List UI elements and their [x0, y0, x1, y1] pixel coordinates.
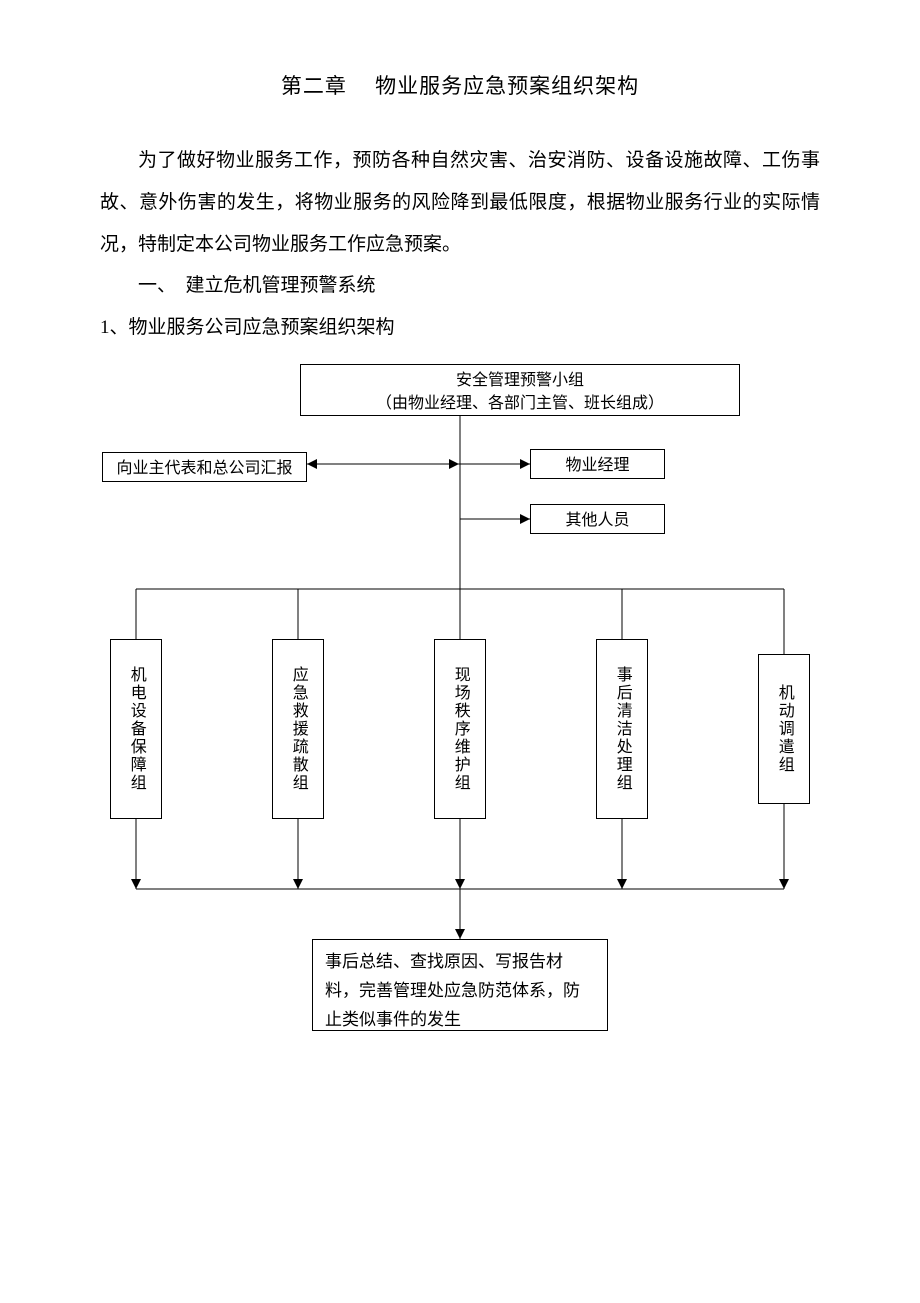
node-group-3: 事后清洁处理组 — [596, 639, 648, 819]
section-heading-1: 一、 建立危机管理预警系统 — [100, 265, 820, 307]
node-manager: 物业经理 — [530, 449, 665, 479]
node-group-0: 机电设备保障组 — [110, 639, 162, 819]
node-group-1: 应急救援疏散组 — [272, 639, 324, 819]
chapter-title: 第二章 物业服务应急预案组织架构 — [100, 70, 820, 100]
node-report: 向业主代表和总公司汇报 — [102, 452, 307, 482]
top-box-line1: 安全管理预警小组 — [456, 372, 584, 389]
node-summary: 事后总结、查找原因、写报告材料，完善管理处应急防范体系，防止类似事件的发生 — [312, 939, 608, 1031]
node-group-4: 机动调遣组 — [758, 654, 810, 804]
intro-paragraph: 为了做好物业服务工作，预防各种自然灾害、治安消防、设备设施故障、工伤事故、意外伤… — [100, 140, 820, 265]
node-group-2: 现场秩序维护组 — [434, 639, 486, 819]
node-top-group: 安全管理预警小组 （由物业经理、各部门主管、班长组成） — [300, 364, 740, 416]
section-heading-2: 1、物业服务公司应急预案组织架构 — [100, 307, 820, 349]
node-others: 其他人员 — [530, 504, 665, 534]
top-box-line2: （由物业经理、各部门主管、班长组成） — [376, 395, 664, 412]
org-flowchart: 安全管理预警小组 （由物业经理、各部门主管、班长组成） 向业主代表和总公司汇报 物业经… — [80, 364, 840, 1084]
